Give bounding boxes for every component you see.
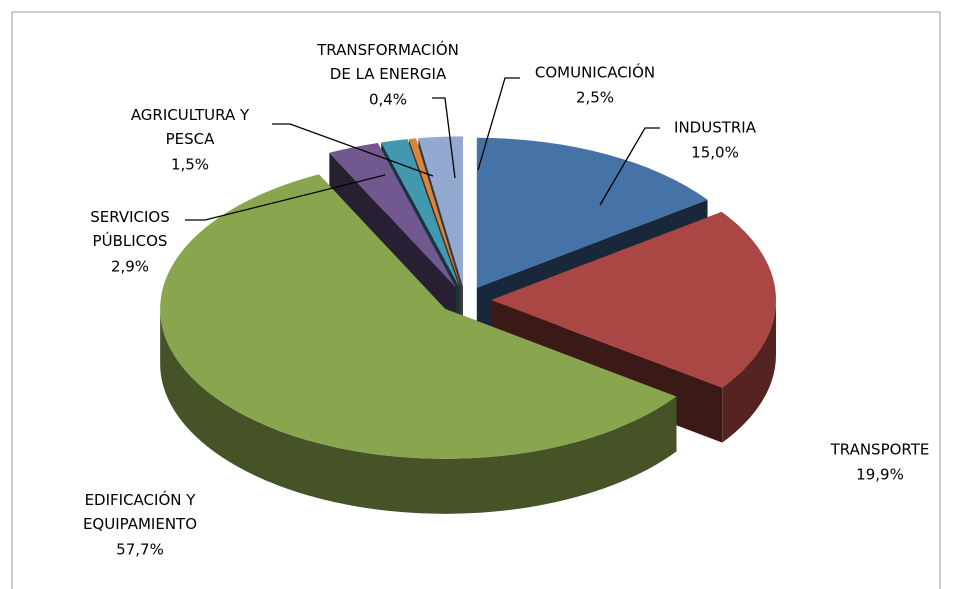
slice-top (381, 139, 460, 287)
category-label: TRANSFORMACIÓN DE LA ENERGIA (316, 40, 459, 83)
slice-wall (722, 299, 776, 443)
category-label: COMUNICACIÓN (535, 63, 655, 82)
leader-line (599, 127, 660, 206)
slice-top (329, 142, 456, 288)
category-label: TRANSPORTE (830, 441, 930, 459)
slice (160, 174, 677, 514)
leader-lines (185, 77, 660, 221)
category-label: AGRICULTURA Y PESCA (131, 106, 250, 148)
slice-wall (160, 308, 677, 514)
slice-top (408, 138, 461, 287)
category-label: EDIFICACIÓN Y EQUIPAMIENTO (83, 490, 197, 533)
value-label: 2,5% (576, 89, 614, 107)
category-label: INDUSTRIA (674, 119, 757, 137)
pie (160, 136, 776, 514)
value-label: 1,5% (171, 156, 209, 174)
value-label: 19,9% (856, 466, 904, 484)
leader-line (272, 123, 434, 177)
leader-line (477, 77, 520, 171)
leader-line (185, 174, 386, 221)
value-label: 0,4% (369, 91, 407, 109)
slice-top (418, 136, 463, 287)
labels: INDUSTRIA 15,0% TRANSPORTE 19,9% EDIFICACIÓN… (83, 40, 929, 559)
slice-top (160, 174, 677, 459)
leader-line (432, 97, 456, 179)
category-label: SERVICIOS PÚBLICOS (90, 208, 170, 250)
slice-top (490, 211, 776, 388)
value-label: 15,0% (691, 144, 739, 162)
slice-top (476, 137, 708, 288)
value-label: 57,7% (116, 541, 164, 559)
value-label: 2,9% (111, 258, 149, 276)
